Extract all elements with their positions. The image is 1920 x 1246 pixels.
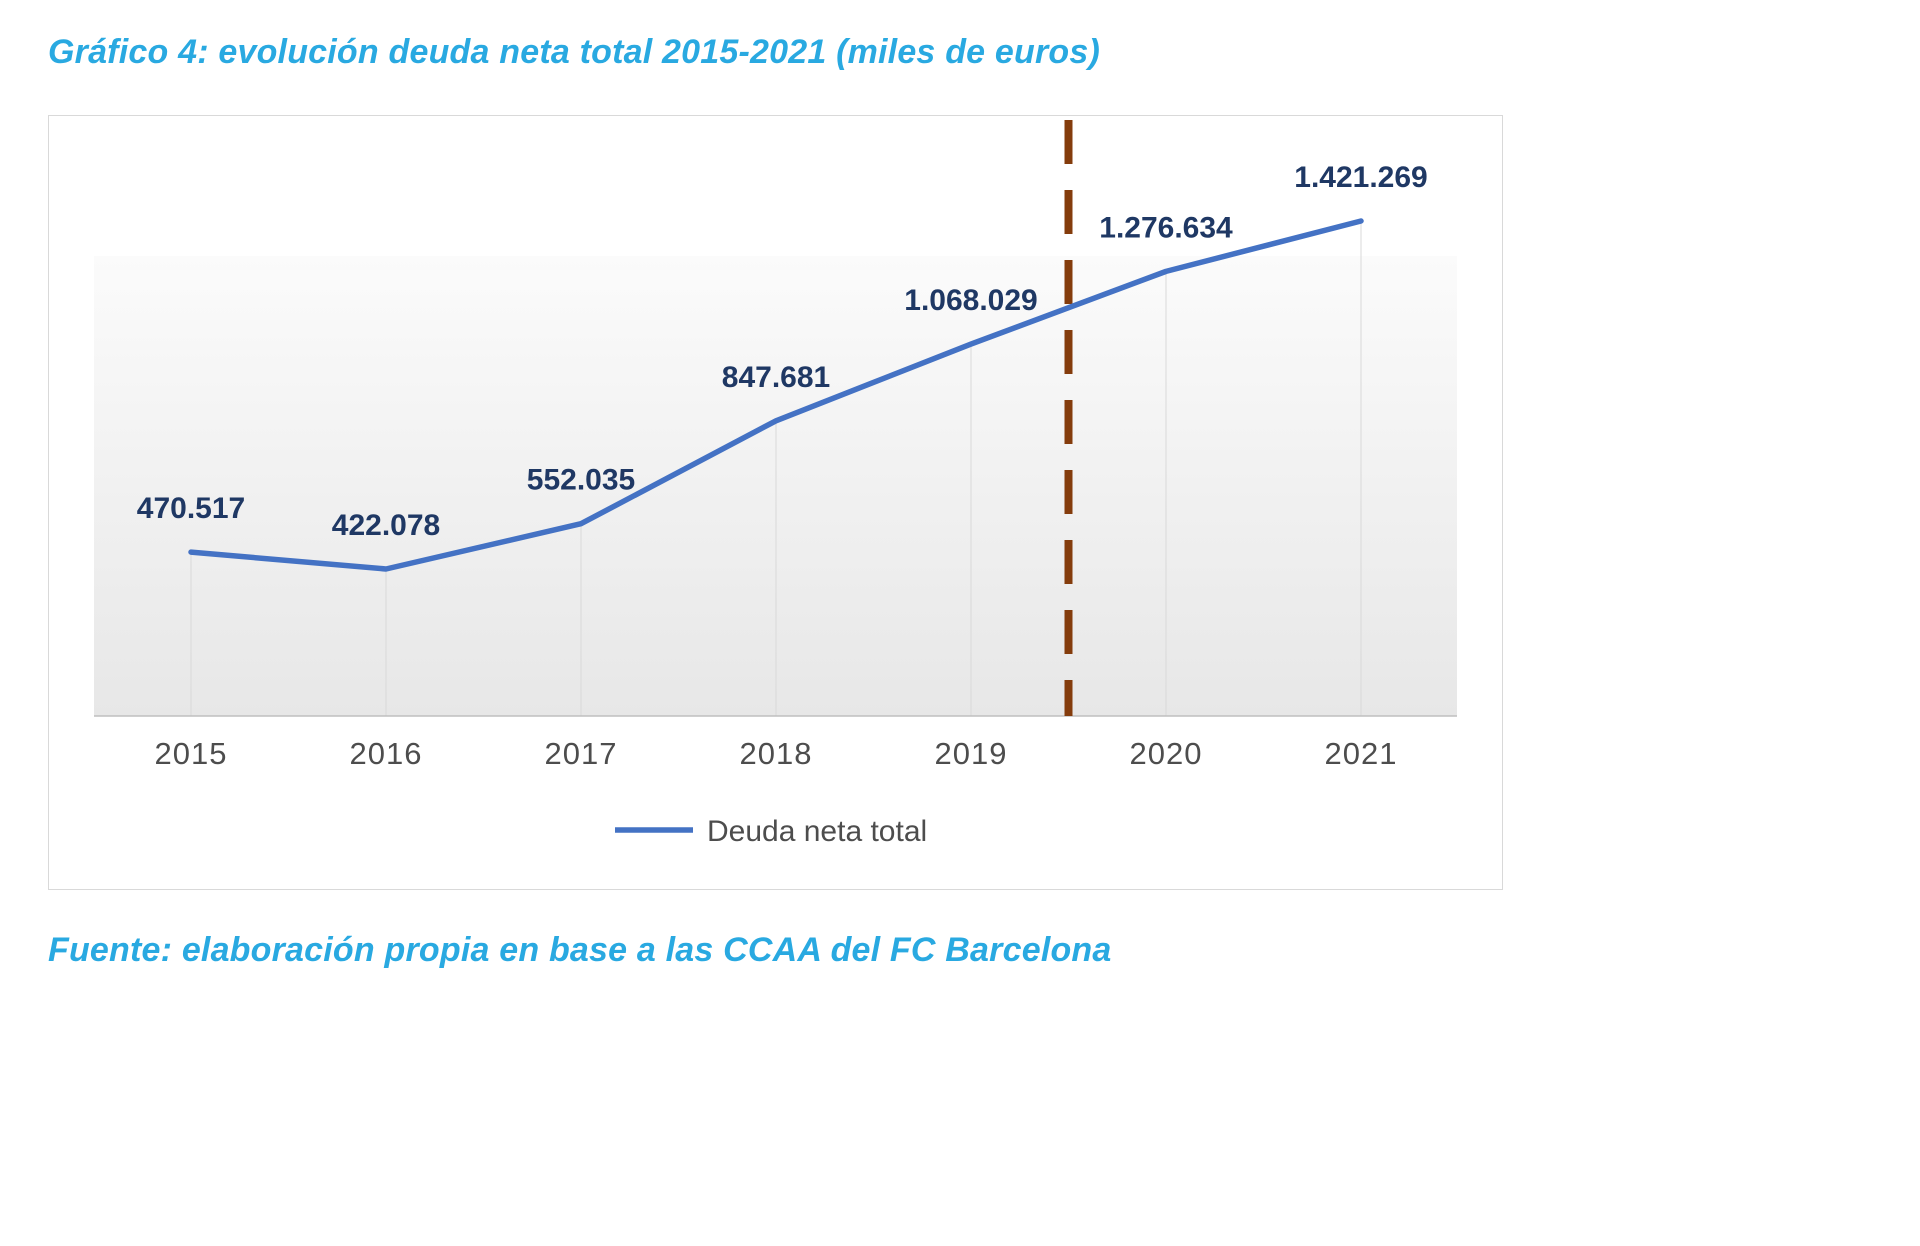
figure-title: Gráfico 4: evolución deuda neta total 20… — [48, 33, 1101, 71]
data-label: 1.421.269 — [1294, 161, 1427, 194]
data-label: 847.681 — [722, 361, 830, 394]
chart-container: 470.517 422.078 552.035 847.681 1.068.029 1.2… — [48, 115, 1503, 890]
legend-label: Deuda neta total — [707, 815, 927, 848]
data-label: 422.078 — [332, 509, 440, 542]
series-line — [188, 218, 1364, 572]
data-label: 1.276.634 — [1099, 211, 1233, 244]
x-axis-label: 2016 — [350, 736, 423, 771]
x-axis-label: 2021 — [1325, 736, 1398, 771]
data-label: 552.035 — [527, 464, 635, 497]
x-axis-label: 2020 — [1130, 736, 1203, 771]
x-axis-label: 2015 — [155, 736, 228, 771]
data-label: 470.517 — [137, 492, 245, 525]
debt-line-chart: 470.517 422.078 552.035 847.681 1.068.029 1.2… — [94, 120, 1457, 848]
data-label: 1.068.029 — [904, 284, 1037, 317]
x-axis-label: 2017 — [545, 736, 618, 771]
x-axis-label: 2019 — [935, 736, 1008, 771]
figure-source: Fuente: elaboración propia en base a las… — [48, 931, 1112, 969]
x-axis-label: 2018 — [740, 736, 813, 771]
